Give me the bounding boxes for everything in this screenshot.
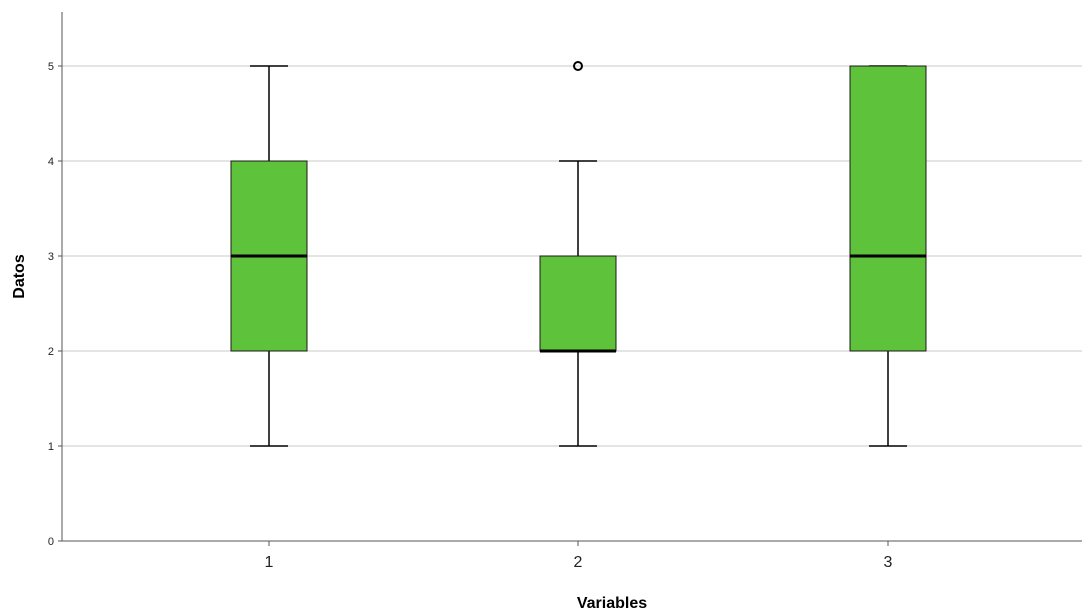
x-axis-ticks: 1 2 3 [265, 541, 893, 571]
y-tick-label: 5 [48, 61, 54, 73]
y-tick-label: 1 [48, 441, 54, 453]
box-2 [539, 61, 617, 447]
x-axis-title: Variables [577, 595, 647, 612]
x-tick-label: 3 [884, 554, 893, 571]
y-tick-label: 0 [48, 536, 54, 548]
y-tick-label: 3 [48, 251, 54, 263]
x-tick-label: 2 [574, 554, 583, 571]
boxes [230, 61, 927, 447]
box-iqr [849, 65, 927, 352]
y-tick-label: 4 [48, 156, 54, 168]
box-1 [230, 65, 308, 447]
outlier-point [573, 61, 583, 71]
x-tick-label: 1 [265, 554, 274, 571]
box-iqr [539, 255, 617, 352]
y-axis-ticks: 0 1 2 3 4 5 [48, 61, 62, 548]
y-tick-label: 2 [48, 346, 54, 358]
box-3 [849, 65, 927, 447]
y-axis-title: Datos [11, 254, 28, 299]
